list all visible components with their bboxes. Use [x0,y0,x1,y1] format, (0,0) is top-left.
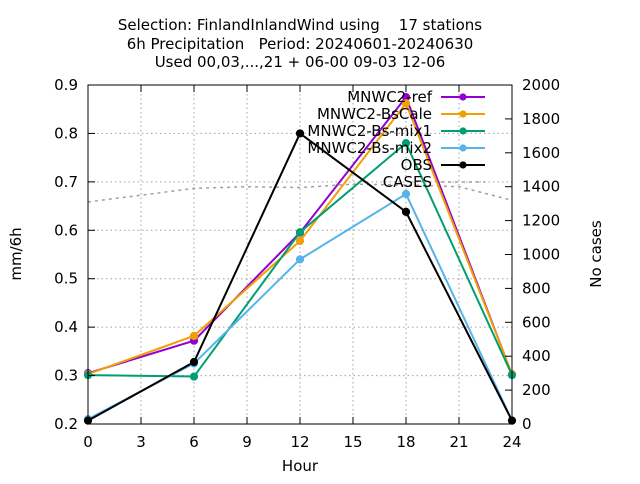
x-tick-label: 3 [136,433,146,451]
legend-label: MNWC2-Bs-mix1 [307,122,432,140]
x-tick-label: 0 [83,433,93,451]
y2-tick-label: 1200 [522,212,560,230]
cases-series [87,183,513,203]
legend-label: CASES [383,173,432,191]
x-tick-label: 21 [449,433,468,451]
series-layer [83,93,517,425]
legend-label: OBS [401,156,432,174]
cases-line [87,183,513,203]
x-tick-label: 6 [189,433,199,451]
y2-tick-label: 0 [522,415,532,433]
y2-axis-label: No cases [587,220,605,288]
chart-title: Selection: FinlandInlandWind using 17 st… [118,16,482,71]
y-tick-label: 0.7 [54,173,78,191]
x-tick-label: 15 [343,433,362,451]
data-point [401,139,411,148]
title-line-2: 6h Precipitation Period: 20240601-202406… [127,35,474,53]
y-axis-label: mm/6h [7,227,25,280]
y2-tick-label: 600 [522,313,551,331]
legend-marker [459,127,467,135]
x-tick-label: 18 [396,433,415,451]
legend-marker [459,161,467,169]
x-tick-label: 12 [290,433,309,451]
legend-label: MNWC2-BsCale [317,105,432,123]
y2-tick-label: 1800 [522,110,560,128]
legend: MNWC2-refMNWC2-BsCaleMNWC2-Bs-mix1MNWC2-… [307,88,485,191]
y2-tick-label: 400 [522,347,551,365]
title-line-3: Used 00,03,...,21 + 06-00 09-03 12-06 [155,53,446,71]
y-tick-label: 0.5 [54,270,78,288]
x-axis-label: Hour [282,457,319,475]
data-point [401,207,411,216]
data-point [295,236,305,246]
y2-tick-label: 800 [522,279,551,297]
data-point [189,372,199,381]
data-point [295,228,305,237]
y-tick-label: 0.3 [54,367,78,385]
data-point [401,99,411,108]
data-point [189,357,199,367]
x-tick-label: 9 [242,433,252,451]
y2-tick-label: 1600 [522,144,560,162]
y-tick-label: 0.6 [54,221,78,239]
series-obs [83,129,517,425]
legend-marker [459,144,467,152]
y-tick-label: 0.2 [54,415,78,433]
y2-tick-label: 1000 [522,246,560,264]
y2-tick-label: 1400 [522,178,560,196]
axis-ticks: 0 3 6 9 12 15 18 21 24 0.2 0.3 0.4 0.5 0.6 0.7 0.8 0.9 0 2… [54,76,560,451]
series-mnwc2-bs-mix1 [83,139,517,381]
data-point [295,255,305,264]
series-mnwc2-bscale [83,99,517,379]
title-line-1: Selection: FinlandInlandWind using 17 st… [118,16,482,34]
legend-label: MNWC2-Bs-mix2 [307,139,432,157]
y2-tick-label: 2000 [522,76,560,94]
y-tick-label: 0.4 [54,318,78,336]
data-point [401,189,411,199]
x-tick-label: 24 [502,433,521,451]
legend-marker [459,110,467,118]
legend-label: MNWC2-ref [347,88,432,106]
legend-marker [459,93,467,101]
data-point [295,129,305,138]
y-tick-label: 0.8 [54,124,78,142]
y-tick-label: 0.9 [54,76,78,94]
y2-tick-label: 200 [522,381,551,399]
data-point [189,331,199,340]
